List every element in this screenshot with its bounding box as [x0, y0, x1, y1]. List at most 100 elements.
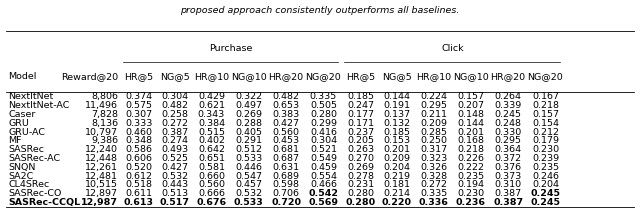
Text: 0.581: 0.581: [198, 163, 225, 172]
Text: 0.512: 0.512: [236, 145, 262, 154]
Text: 0.245: 0.245: [531, 189, 561, 198]
Text: 0.416: 0.416: [310, 127, 337, 137]
Text: NG@5: NG@5: [382, 72, 412, 81]
Text: 0.207: 0.207: [458, 101, 484, 110]
Text: 0.333: 0.333: [125, 119, 152, 128]
Text: 0.335: 0.335: [310, 92, 337, 101]
Text: NG@20: NG@20: [305, 72, 341, 81]
Text: 0.560: 0.560: [198, 180, 225, 189]
Text: 0.144: 0.144: [383, 92, 410, 101]
Text: 0.446: 0.446: [236, 163, 262, 172]
Text: 0.493: 0.493: [161, 145, 188, 154]
Text: NG@5: NG@5: [160, 72, 189, 81]
Text: HR@5: HR@5: [346, 72, 375, 81]
Text: SASRec-CCQL: SASRec-CCQL: [8, 198, 81, 207]
Text: 0.144: 0.144: [458, 119, 484, 128]
Text: 0.285: 0.285: [420, 127, 447, 137]
Text: 0.224: 0.224: [420, 92, 447, 101]
Text: 0.212: 0.212: [532, 127, 559, 137]
Text: 0.631: 0.631: [273, 163, 300, 172]
Text: 0.299: 0.299: [310, 119, 337, 128]
Text: 0.521: 0.521: [310, 145, 337, 154]
Text: HR@20: HR@20: [491, 72, 525, 81]
Text: 0.339: 0.339: [495, 101, 522, 110]
Text: 0.497: 0.497: [236, 101, 262, 110]
Text: 0.326: 0.326: [420, 163, 447, 172]
Text: 0.459: 0.459: [310, 163, 337, 172]
Text: 10,515: 10,515: [85, 180, 118, 189]
Text: CL4SRec: CL4SRec: [8, 180, 49, 189]
Text: 0.520: 0.520: [125, 163, 152, 172]
Text: 0.533: 0.533: [234, 198, 264, 207]
Text: GRU-AC: GRU-AC: [8, 127, 45, 137]
Text: 12,240: 12,240: [85, 145, 118, 154]
Text: 0.427: 0.427: [161, 163, 188, 172]
Text: 0.598: 0.598: [273, 180, 300, 189]
Text: 0.687: 0.687: [273, 154, 300, 163]
Text: SASRec-AC: SASRec-AC: [8, 154, 60, 163]
Text: 0.250: 0.250: [420, 136, 447, 145]
Text: Caser: Caser: [8, 110, 36, 119]
Text: 0.211: 0.211: [420, 110, 447, 119]
Text: 0.185: 0.185: [347, 92, 374, 101]
Text: 0.387: 0.387: [493, 198, 524, 207]
Text: HR@10: HR@10: [194, 72, 229, 81]
Text: 8,136: 8,136: [91, 119, 118, 128]
Text: HR@20: HR@20: [269, 72, 304, 81]
Text: 0.532: 0.532: [236, 189, 262, 198]
Text: 0.547: 0.547: [236, 172, 262, 180]
Text: 0.606: 0.606: [125, 154, 152, 163]
Text: MF: MF: [8, 136, 22, 145]
Text: 0.226: 0.226: [458, 154, 484, 163]
Text: 0.230: 0.230: [532, 145, 559, 154]
Text: 0.681: 0.681: [273, 145, 300, 154]
Text: 0.482: 0.482: [273, 92, 300, 101]
Text: 0.348: 0.348: [125, 136, 152, 145]
Text: 0.167: 0.167: [532, 92, 559, 101]
Text: 0.214: 0.214: [383, 189, 410, 198]
Text: NG@20: NG@20: [527, 72, 563, 81]
Text: 0.239: 0.239: [532, 154, 559, 163]
Text: Purchase: Purchase: [209, 44, 252, 53]
Text: 0.222: 0.222: [458, 163, 484, 172]
Text: 0.676: 0.676: [196, 198, 227, 207]
Text: 0.330: 0.330: [495, 127, 522, 137]
Text: SA2C: SA2C: [8, 172, 33, 180]
Text: 0.427: 0.427: [273, 119, 300, 128]
Text: 12,261: 12,261: [85, 163, 118, 172]
Text: 12,897: 12,897: [85, 189, 118, 198]
Text: 0.387: 0.387: [495, 189, 522, 198]
Text: 0.373: 0.373: [495, 172, 522, 180]
Text: 0.230: 0.230: [457, 189, 484, 198]
Text: 0.231: 0.231: [347, 180, 374, 189]
Text: 0.372: 0.372: [495, 154, 522, 163]
Text: 0.660: 0.660: [198, 172, 225, 180]
Text: HR@5: HR@5: [124, 72, 154, 81]
Text: 0.181: 0.181: [383, 180, 410, 189]
Text: 12,448: 12,448: [85, 154, 118, 163]
Text: 0.204: 0.204: [532, 180, 559, 189]
Text: 0.457: 0.457: [236, 180, 262, 189]
Text: 12,987: 12,987: [81, 198, 118, 207]
Text: 0.272: 0.272: [420, 180, 447, 189]
Text: 8,806: 8,806: [91, 92, 118, 101]
Text: 0.272: 0.272: [161, 119, 188, 128]
Text: 0.304: 0.304: [161, 92, 188, 101]
Text: 0.245: 0.245: [531, 198, 561, 207]
Text: 0.280: 0.280: [310, 110, 337, 119]
Text: 0.376: 0.376: [495, 163, 522, 172]
Text: 0.269: 0.269: [236, 110, 262, 119]
Text: 0.611: 0.611: [125, 189, 152, 198]
Text: 0.235: 0.235: [457, 172, 484, 180]
Text: 0.270: 0.270: [347, 154, 374, 163]
Text: 0.533: 0.533: [235, 154, 262, 163]
Text: 0.336: 0.336: [419, 198, 449, 207]
Text: SNQN: SNQN: [8, 163, 36, 172]
Text: 10,797: 10,797: [85, 127, 118, 137]
Text: 0.171: 0.171: [347, 119, 374, 128]
Text: 0.201: 0.201: [458, 127, 484, 137]
Text: 0.560: 0.560: [273, 127, 300, 137]
Text: NG@10: NG@10: [453, 72, 489, 81]
Text: 0.689: 0.689: [273, 172, 300, 180]
Text: 0.177: 0.177: [347, 110, 374, 119]
